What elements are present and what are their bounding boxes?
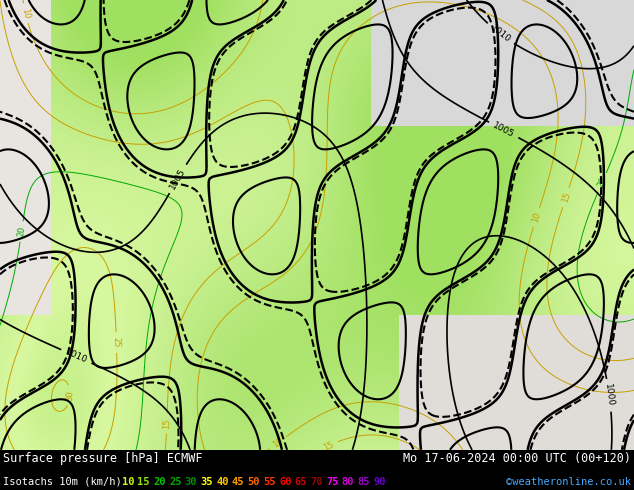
Text: 1005: 1005 <box>491 121 516 139</box>
Text: 90: 90 <box>373 477 386 487</box>
Text: ©weatheronline.co.uk: ©weatheronline.co.uk <box>506 477 631 487</box>
Text: Mo 17-06-2024 00:00 UTC (00+120): Mo 17-06-2024 00:00 UTC (00+120) <box>403 452 631 465</box>
Text: 30: 30 <box>65 390 75 401</box>
Text: 15: 15 <box>162 418 171 429</box>
Text: 1010: 1010 <box>489 24 512 45</box>
Text: 65: 65 <box>295 477 307 487</box>
Text: 20: 20 <box>153 477 165 487</box>
Text: 10: 10 <box>20 7 31 19</box>
Text: 15: 15 <box>322 440 335 452</box>
Text: 15: 15 <box>138 477 150 487</box>
Text: 20: 20 <box>596 176 609 189</box>
Text: 15: 15 <box>560 191 572 204</box>
FancyBboxPatch shape <box>399 315 634 450</box>
Text: 25: 25 <box>169 477 181 487</box>
Text: 50: 50 <box>247 477 260 487</box>
Text: 40: 40 <box>216 477 229 487</box>
Text: 20: 20 <box>16 226 27 237</box>
Text: Surface pressure [hPa] ECMWF: Surface pressure [hPa] ECMWF <box>3 452 203 465</box>
Text: 35: 35 <box>200 477 213 487</box>
Text: 70: 70 <box>311 477 323 487</box>
Text: 80: 80 <box>342 477 354 487</box>
Text: Isotachs 10m (km/h): Isotachs 10m (km/h) <box>3 477 128 487</box>
Text: 1010: 1010 <box>64 347 89 365</box>
Text: 10: 10 <box>122 477 134 487</box>
Text: 60: 60 <box>279 477 292 487</box>
FancyBboxPatch shape <box>0 0 51 315</box>
FancyBboxPatch shape <box>371 0 634 126</box>
Text: 55: 55 <box>263 477 276 487</box>
Text: 10: 10 <box>271 436 285 449</box>
Text: 75: 75 <box>326 477 339 487</box>
Text: 30: 30 <box>184 477 197 487</box>
Text: 10: 10 <box>531 211 542 224</box>
Text: 45: 45 <box>232 477 244 487</box>
Text: 1005: 1005 <box>168 167 188 191</box>
Text: 25: 25 <box>112 337 121 348</box>
Text: 1000: 1000 <box>603 383 615 407</box>
Text: 85: 85 <box>358 477 370 487</box>
